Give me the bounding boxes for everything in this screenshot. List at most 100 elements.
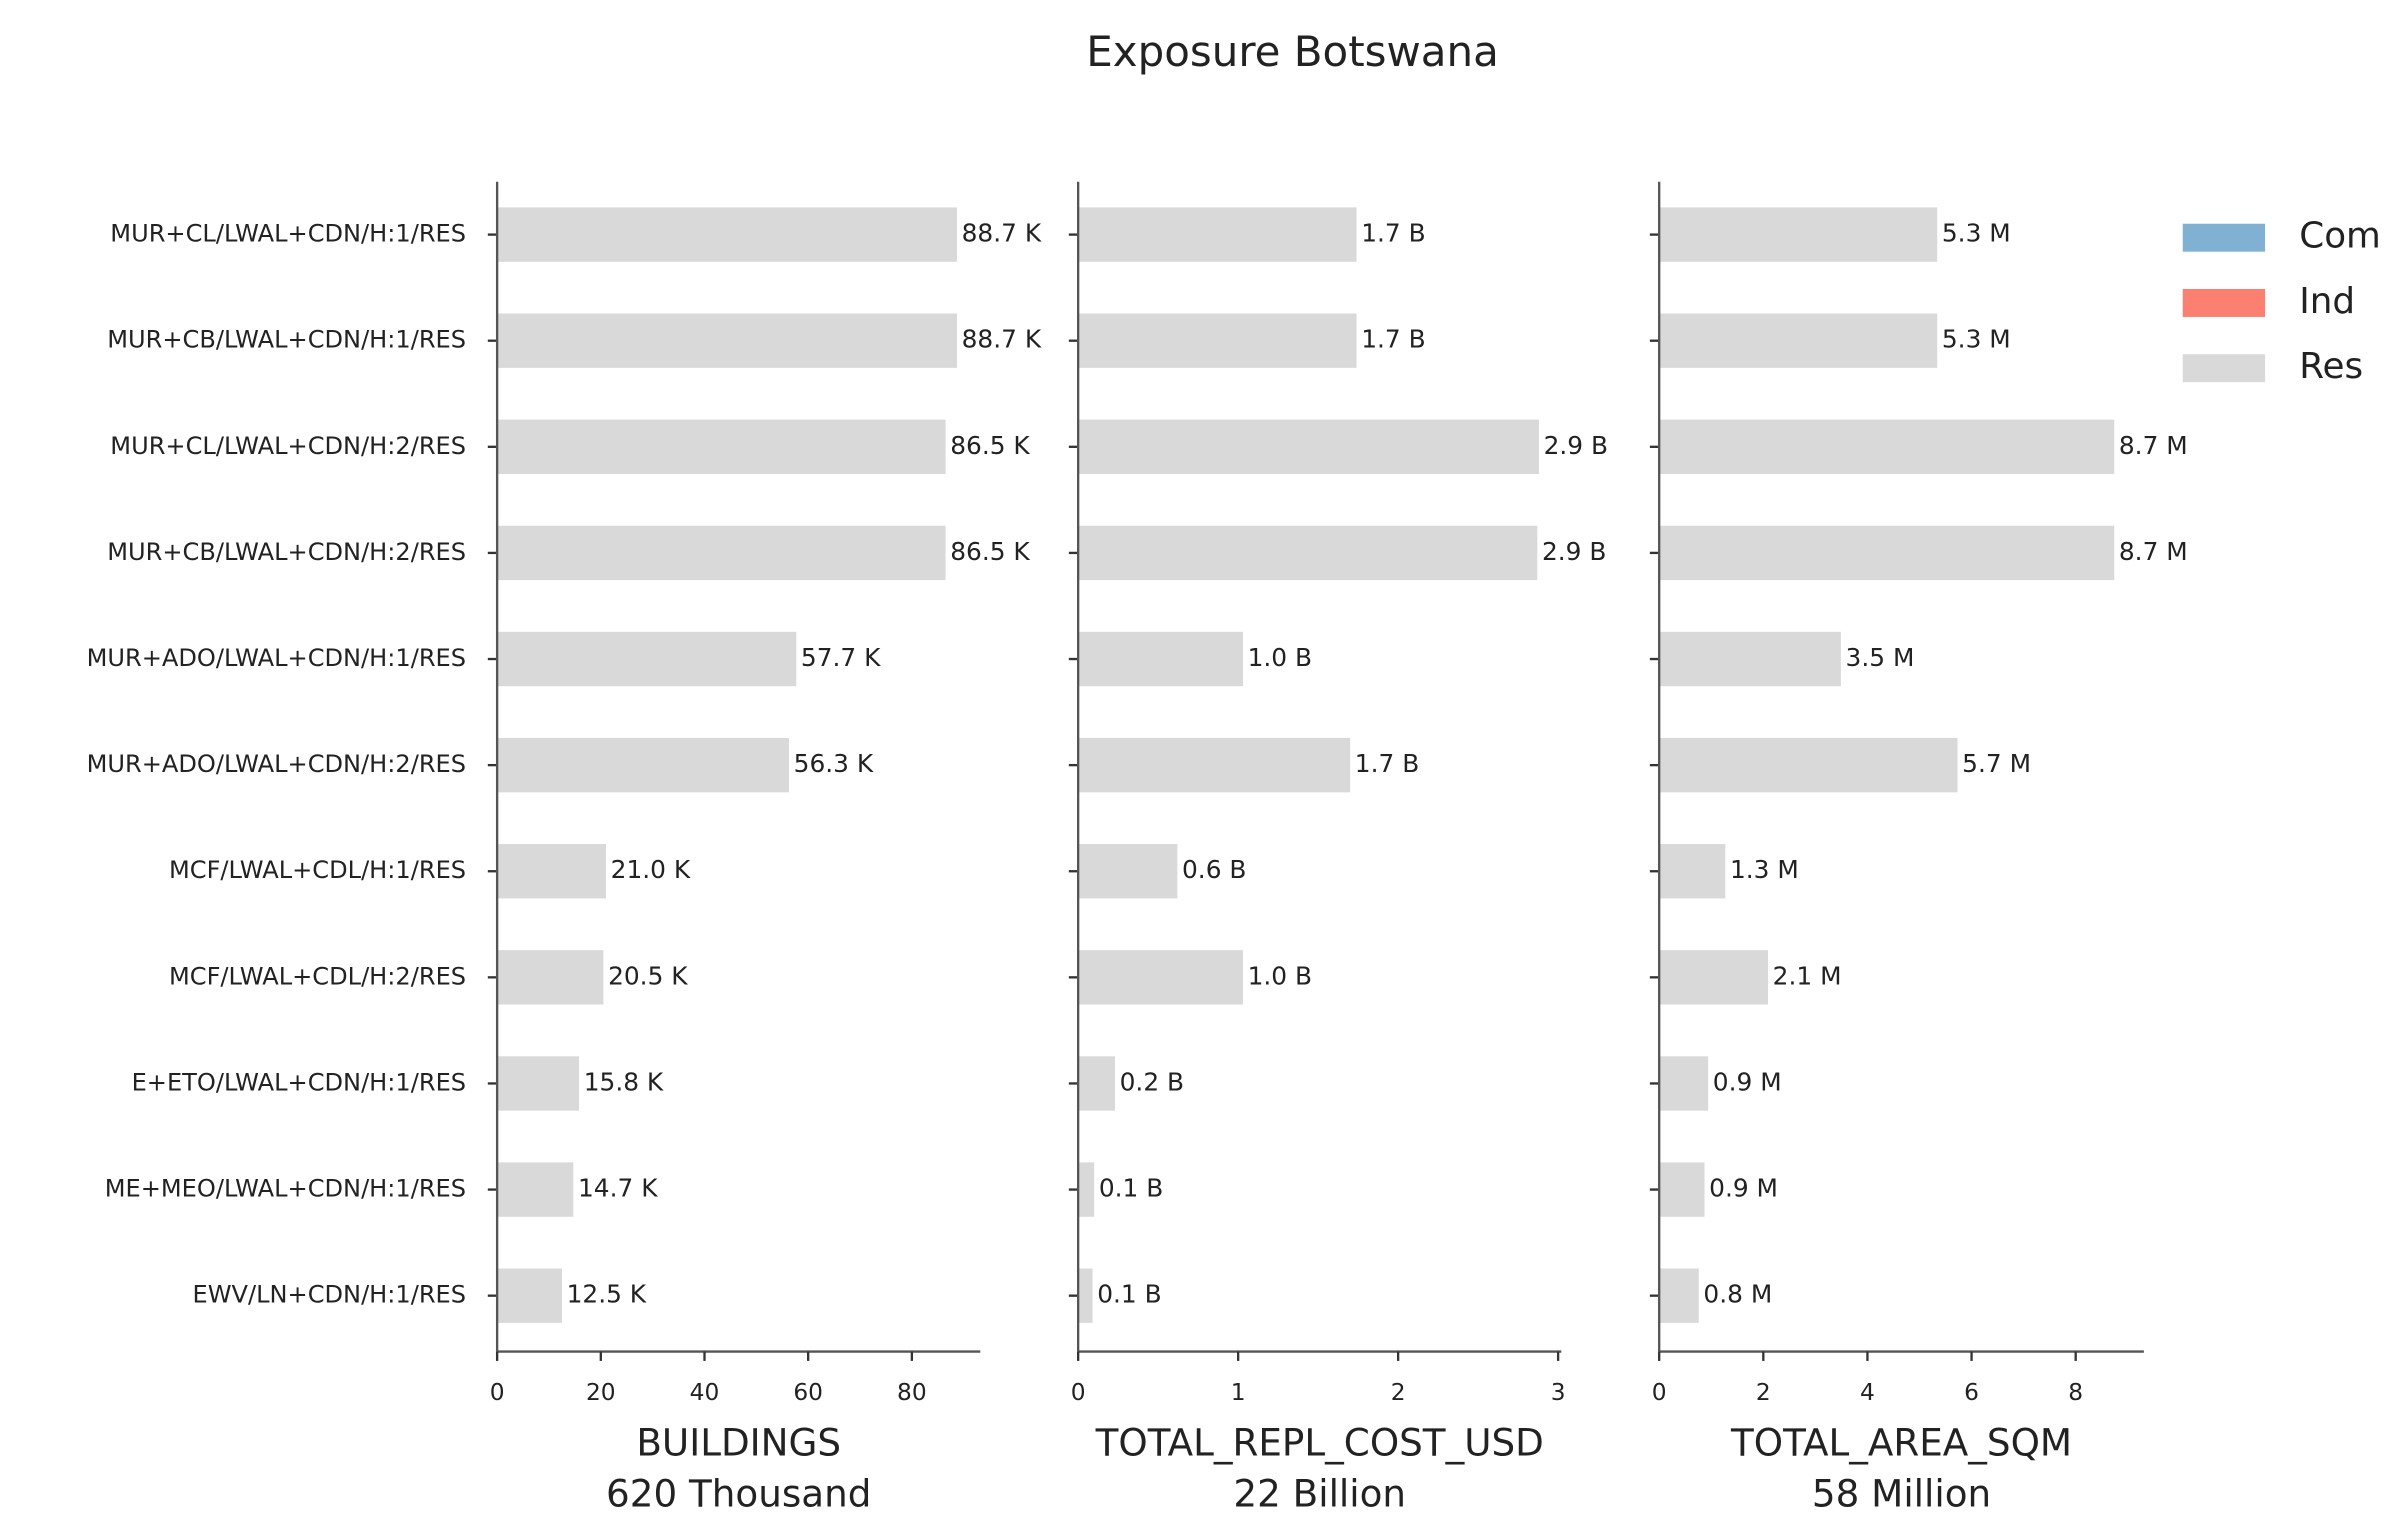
- bar: [1659, 1268, 1699, 1323]
- bar: [497, 1162, 574, 1217]
- x-tick-label: 0: [1071, 1379, 1086, 1406]
- value-label: 0.6 B: [1182, 855, 1246, 884]
- chart-title: Exposure Botswana: [1086, 27, 1498, 76]
- value-label: 0.9 M: [1709, 1174, 1778, 1203]
- bar: [497, 844, 607, 899]
- value-label: 8.7 M: [2119, 537, 2188, 566]
- x-tick-label: 2: [1756, 1379, 1771, 1406]
- bar: [497, 313, 957, 368]
- y-tick-label: MUR+CL/LWAL+CDN/H:2/RES: [110, 432, 466, 460]
- value-label: 86.5 K: [950, 537, 1030, 566]
- y-tick-label: E+ETO/LWAL+CDN/H:1/RES: [132, 1068, 466, 1096]
- legend-label: Res: [2299, 346, 2363, 387]
- x-tick-label: 20: [586, 1379, 616, 1406]
- y-tick-label: MUR+CL/LWAL+CDN/H:1/RES: [110, 220, 466, 248]
- value-label: 88.7 K: [962, 325, 1042, 354]
- bar: [1078, 844, 1178, 899]
- bar: [497, 1056, 580, 1111]
- value-label: 20.5 K: [608, 961, 688, 990]
- bar: [1078, 950, 1243, 1005]
- value-label: 2.9 B: [1542, 537, 1606, 566]
- x-tick-label: 0: [490, 1379, 505, 1406]
- x-axis-label: TOTAL_AREA_SQM: [1730, 1420, 2072, 1464]
- y-tick-label: MCF/LWAL+CDL/H:1/RES: [169, 856, 466, 884]
- value-label: 0.9 M: [1713, 1067, 1782, 1096]
- value-label: 14.7 K: [578, 1174, 658, 1203]
- x-tick-label: 4: [1860, 1379, 1875, 1406]
- legend-label: Ind: [2299, 281, 2355, 322]
- value-label: 21.0 K: [611, 855, 691, 884]
- bar: [497, 419, 946, 475]
- value-label: 0.1 B: [1099, 1174, 1163, 1203]
- x-tick-label: 8: [2068, 1379, 2083, 1406]
- value-label: 1.0 B: [1248, 643, 1312, 672]
- value-label: 0.1 B: [1097, 1280, 1161, 1309]
- value-label: 12.5 K: [567, 1280, 647, 1309]
- x-tick-label: 60: [793, 1379, 823, 1406]
- legend-label: Com: [2299, 216, 2381, 257]
- bar: [1659, 525, 2115, 581]
- bar: [497, 737, 789, 793]
- value-label: 5.3 M: [1942, 219, 2011, 248]
- x-axis-total: 58 Million: [1812, 1472, 1991, 1516]
- bar: [497, 950, 604, 1005]
- bar: [1078, 313, 1357, 368]
- x-axis-total: 22 Billion: [1233, 1472, 1406, 1516]
- bar: [1659, 1056, 1709, 1111]
- legend-swatch: [2182, 288, 2266, 317]
- bar: [1659, 1162, 1705, 1217]
- value-label: 3.5 M: [1846, 643, 1915, 672]
- value-label: 5.3 M: [1942, 325, 2011, 354]
- value-label: 0.2 B: [1120, 1067, 1184, 1096]
- bar: [1078, 1268, 1093, 1323]
- y-tick-label: MCF/LWAL+CDL/H:2/RES: [169, 962, 466, 990]
- value-label: 56.3 K: [794, 749, 874, 778]
- legend-swatch: [2182, 354, 2266, 383]
- y-tick-label: EWV/LN+CDN/H:1/RES: [193, 1281, 467, 1309]
- value-label: 8.7 M: [2119, 431, 2188, 460]
- bar: [1659, 737, 1958, 793]
- bar: [1078, 207, 1357, 262]
- x-axis-label: BUILDINGS: [636, 1420, 841, 1464]
- y-tick-label: MUR+CB/LWAL+CDN/H:1/RES: [107, 326, 466, 354]
- bar: [1659, 313, 1938, 368]
- bar: [1078, 631, 1243, 687]
- x-axis-total: 620 Thousand: [606, 1472, 871, 1516]
- x-tick-label: 1: [1231, 1379, 1246, 1406]
- value-label: 0.8 M: [1703, 1280, 1772, 1309]
- x-tick-label: 3: [1551, 1379, 1566, 1406]
- bar: [497, 1268, 562, 1323]
- value-label: 1.3 M: [1730, 855, 1799, 884]
- value-label: 86.5 K: [950, 431, 1030, 460]
- value-label: 1.7 B: [1355, 749, 1419, 778]
- value-label: 57.7 K: [801, 643, 881, 672]
- value-label: 2.9 B: [1544, 431, 1608, 460]
- bar: [1078, 737, 1351, 793]
- bar: [1078, 1056, 1115, 1111]
- value-label: 88.7 K: [962, 219, 1042, 248]
- value-label: 1.0 B: [1248, 961, 1312, 990]
- value-label: 2.1 M: [1773, 961, 1842, 990]
- bar: [1659, 207, 1938, 262]
- bar: [497, 525, 946, 581]
- value-label: 5.7 M: [1962, 749, 2031, 778]
- bar: [1078, 1162, 1095, 1217]
- y-tick-label: MUR+ADO/LWAL+CDN/H:2/RES: [87, 750, 467, 778]
- y-tick-label: ME+MEO/LWAL+CDN/H:1/RES: [105, 1175, 466, 1203]
- x-tick-label: 40: [690, 1379, 720, 1406]
- y-tick-label: MUR+CB/LWAL+CDN/H:2/RES: [107, 538, 466, 566]
- x-tick-label: 6: [1964, 1379, 1979, 1406]
- bar: [1659, 631, 1841, 687]
- bar: [497, 631, 797, 687]
- bar: [1078, 419, 1539, 475]
- x-tick-label: 80: [897, 1379, 927, 1406]
- value-label: 1.7 B: [1361, 325, 1425, 354]
- bar: [1659, 419, 2115, 475]
- bar: [1078, 525, 1538, 581]
- legend-swatch: [2182, 223, 2266, 252]
- value-label: 1.7 B: [1361, 219, 1425, 248]
- y-tick-label: MUR+ADO/LWAL+CDN/H:1/RES: [87, 644, 467, 672]
- x-tick-label: 0: [1652, 1379, 1667, 1406]
